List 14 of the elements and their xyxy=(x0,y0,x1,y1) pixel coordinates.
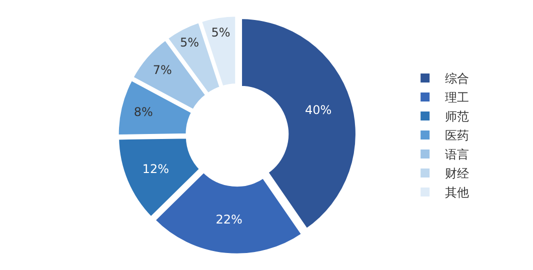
data-label: 8% xyxy=(134,105,153,120)
legend-label: 语言 xyxy=(445,148,470,162)
legend-label: 理工 xyxy=(445,90,470,105)
data-label: 7% xyxy=(152,63,172,78)
data-label: 40% xyxy=(305,102,332,117)
data-label: 5% xyxy=(180,36,200,50)
legend-label: 医药 xyxy=(445,128,470,143)
legend-label: 其他 xyxy=(445,186,470,200)
data-label: 12% xyxy=(142,162,170,176)
legend-label: 财经 xyxy=(445,166,470,181)
data-label: 22% xyxy=(216,212,242,227)
legend-label: 师范 xyxy=(445,110,470,124)
data-label: 5% xyxy=(211,25,230,40)
legend-label: 综合 xyxy=(445,72,470,86)
